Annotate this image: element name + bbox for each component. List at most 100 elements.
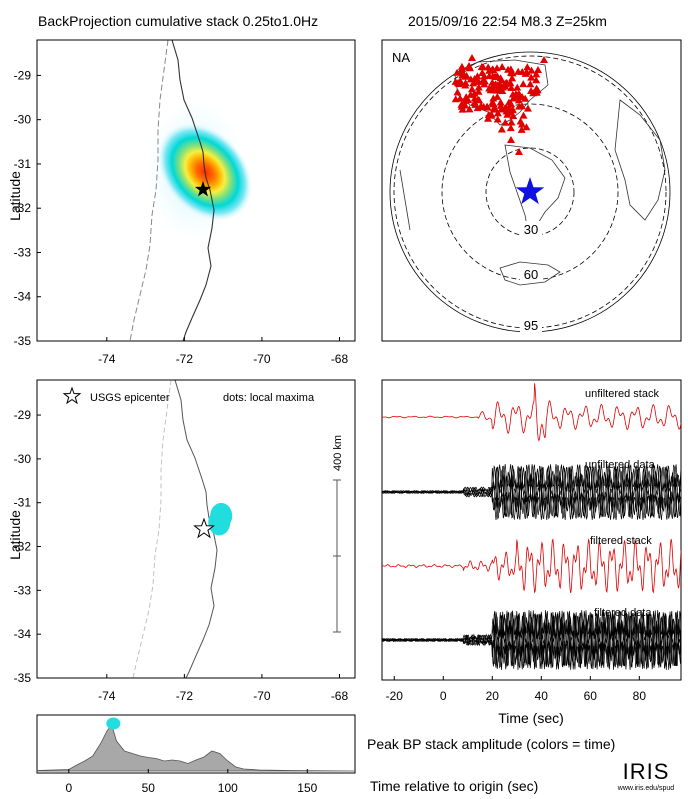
south-america-outline — [504, 144, 566, 233]
station-triangle — [507, 83, 516, 91]
station-triangle — [506, 124, 515, 132]
station-triangle — [485, 71, 494, 79]
station-triangle — [496, 101, 505, 109]
station-triangle — [498, 63, 507, 71]
iris-logo-text: IRIS — [623, 759, 670, 784]
station-triangle — [461, 79, 470, 87]
y-tick-label: -32 — [14, 540, 32, 554]
station-triangle — [527, 66, 536, 74]
peak-amplitude-panel: 0 50 100 150 Peak BP stack amplitude (color… — [36, 714, 615, 795]
station-triangle — [532, 84, 541, 92]
station-triangle — [496, 74, 505, 82]
station-triangle — [453, 79, 462, 87]
station-triangle — [508, 105, 517, 113]
usgs-epicenter-star — [193, 517, 215, 539]
station-triangle — [502, 104, 511, 112]
maxima-map-x-ticks: -74 -72 -70 -68 — [98, 674, 348, 703]
station-triangle — [474, 83, 483, 91]
y-tick-label: -34 — [14, 290, 32, 304]
station-triangle — [507, 136, 515, 143]
antarctica-outline — [499, 261, 561, 286]
amplitude-x-ticks: 0 50 100 150 — [65, 769, 318, 795]
station-triangle — [489, 86, 498, 94]
traces-x-ticks: -20 0 20 40 60 80 — [386, 676, 646, 703]
x-tick-label: -74 — [98, 352, 116, 366]
station-triangle — [456, 94, 465, 102]
station-triangle — [466, 75, 475, 83]
legend-maxima-label: dots: local maxima — [223, 392, 315, 404]
station-triangle — [532, 76, 541, 84]
label-unfiltered-stack: unfiltered stack — [585, 388, 659, 400]
station-triangle — [453, 88, 462, 96]
maxima-map-frame — [36, 379, 356, 679]
station-triangle — [517, 120, 526, 128]
amplitude-peak-marker — [106, 717, 121, 730]
station-triangle — [513, 83, 522, 91]
x-tick-label: 0 — [440, 689, 447, 703]
y-tick-label: -30 — [14, 452, 32, 466]
x-tick-label: 0 — [65, 781, 72, 795]
station-triangle — [502, 78, 511, 86]
x-tick-label: -70 — [253, 689, 271, 703]
amplitude-xlabel: Time relative to origin (sec) — [370, 778, 538, 794]
station-triangle — [468, 85, 477, 93]
station-triangle — [453, 68, 462, 76]
station-triangle — [492, 73, 501, 81]
trace-udata — [382, 464, 681, 520]
x-tick-label: -72 — [176, 352, 194, 366]
station-triangle — [493, 92, 502, 100]
station-triangle — [534, 66, 542, 73]
ring-30 — [485, 147, 575, 237]
trace-fdata — [382, 610, 681, 670]
maxima-map-y-ticks: -29 -30 -31 -32 -33 -34 -35 — [14, 408, 41, 685]
station-triangle — [462, 93, 471, 101]
station-triangle — [483, 102, 492, 110]
x-tick-label: 60 — [584, 689, 598, 703]
station-triangle — [484, 114, 493, 122]
x-tick-label: 100 — [218, 781, 238, 795]
station-triangle — [478, 69, 487, 77]
trench-line — [129, 40, 169, 341]
local-maximum-dot — [208, 509, 231, 536]
station-triangle — [521, 69, 530, 77]
ring-30-label: 30 — [524, 222, 538, 237]
station-triangle — [488, 65, 497, 73]
station-triangle — [470, 98, 479, 106]
station-triangle — [485, 84, 494, 92]
station-triangle — [488, 78, 497, 86]
label-filtered-data: filtered data — [594, 607, 652, 619]
x-tick-label: -20 — [386, 689, 404, 703]
station-triangle — [470, 89, 479, 97]
x-tick-label: -68 — [331, 689, 349, 703]
station-triangle — [519, 80, 528, 88]
ring-95-label: 95 — [524, 318, 538, 333]
x-tick-label: -70 — [253, 352, 271, 366]
amplitude-area — [36, 724, 356, 772]
station-triangle — [496, 98, 505, 106]
station-triangle — [532, 88, 541, 96]
station-triangle — [458, 105, 467, 113]
amplitude-title: Peak BP stack amplitude (colors = time) — [367, 736, 615, 752]
north-america-outline — [454, 59, 549, 126]
station-triangle — [519, 111, 528, 119]
station-triangle — [523, 104, 532, 112]
bp-map-ylabel: Latitude — [7, 171, 23, 221]
station-triangle — [540, 56, 548, 63]
label-filtered-stack: filtered stack — [590, 535, 652, 547]
station-triangle — [484, 110, 493, 118]
epicenter-star — [194, 181, 212, 197]
trace-fdata — [382, 610, 681, 670]
station-triangle — [515, 148, 523, 155]
pacific-island-outline — [399, 169, 411, 231]
traces-xlabel: Time (sec) — [498, 710, 564, 726]
trench-line — [132, 380, 172, 678]
station-triangle — [493, 109, 502, 117]
station-triangle — [532, 70, 541, 78]
y-tick-label: -33 — [14, 583, 32, 597]
y-tick-label: -29 — [14, 408, 32, 422]
globe-label: NA — [392, 50, 410, 65]
y-tick-label: -35 — [14, 334, 32, 348]
station-triangle — [507, 118, 516, 126]
traces-panel: unfiltered stack unfiltered data filtere… — [381, 379, 682, 726]
local-maxima-dots — [208, 502, 233, 536]
